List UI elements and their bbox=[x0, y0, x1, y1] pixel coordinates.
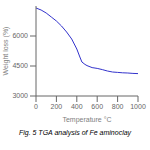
svg-text:6000: 6000 bbox=[12, 32, 28, 39]
svg-text:0: 0 bbox=[34, 103, 38, 110]
svg-text:800: 800 bbox=[112, 103, 124, 110]
svg-text:4500: 4500 bbox=[12, 62, 28, 69]
svg-text:Temperature °C: Temperature °C bbox=[62, 116, 111, 124]
svg-text:400: 400 bbox=[71, 103, 83, 110]
svg-text:3000: 3000 bbox=[12, 92, 28, 99]
svg-text:600: 600 bbox=[91, 103, 103, 110]
svg-text:200: 200 bbox=[51, 103, 63, 110]
svg-text:Weight loss (%): Weight loss (%) bbox=[8, 27, 10, 76]
svg-text:1000: 1000 bbox=[130, 103, 142, 110]
html-text:Fig. 5 TGA analysis of Fe amin: Fig. 5 TGA analysis of Fe aminoclay bbox=[18, 129, 132, 136]
